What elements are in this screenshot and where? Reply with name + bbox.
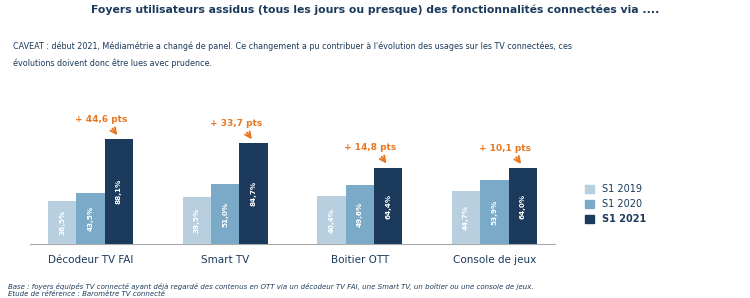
Text: 39,5%: 39,5% [194,208,200,233]
Bar [317,196,346,244]
Bar [48,201,76,244]
Bar [105,139,133,244]
Text: 84,7%: 84,7% [251,181,257,207]
Text: 36,5%: 36,5% [59,210,65,235]
Text: + 14,8 pts: + 14,8 pts [344,143,397,152]
Text: 40,4%: 40,4% [328,208,334,233]
Text: évolutions doivent donc être lues avec prudence.: évolutions doivent donc être lues avec p… [13,59,212,68]
Text: Base : foyers équipés TV connecté ayant déjà regardé des contenus en OTT via un : Base : foyers équipés TV connecté ayant … [8,283,533,297]
Bar [480,180,508,244]
Text: 49,6%: 49,6% [357,202,363,227]
Bar [211,184,239,244]
Text: + 44,6 pts: + 44,6 pts [75,115,128,124]
Legend: S1 2019, S1 2020, S1 2021: S1 2019, S1 2020, S1 2021 [580,181,650,228]
Text: 64,4%: 64,4% [385,193,391,218]
Text: 88,1%: 88,1% [116,179,122,204]
Bar [374,167,402,244]
Text: Foyers utilisateurs assidus (tous les jours ou presque) des fonctionnalités conn: Foyers utilisateurs assidus (tous les jo… [91,4,659,15]
Text: CAVEAT : début 2021, Médiamétrie a changé de panel. Ce changement a pu contribue: CAVEAT : début 2021, Médiamétrie a chang… [13,41,572,51]
Text: 51,0%: 51,0% [222,201,228,226]
Bar [239,143,268,244]
Text: + 10,1 pts: + 10,1 pts [479,144,531,153]
Bar [76,193,105,244]
Text: 53,9%: 53,9% [491,200,497,225]
Bar [509,168,537,244]
Text: + 33,7 pts: + 33,7 pts [210,119,262,128]
Text: 44,7%: 44,7% [464,205,470,230]
Bar [452,191,480,244]
Text: 43,5%: 43,5% [88,206,94,231]
Bar [183,197,211,244]
Text: 64,0%: 64,0% [520,194,526,219]
Bar [346,185,374,244]
